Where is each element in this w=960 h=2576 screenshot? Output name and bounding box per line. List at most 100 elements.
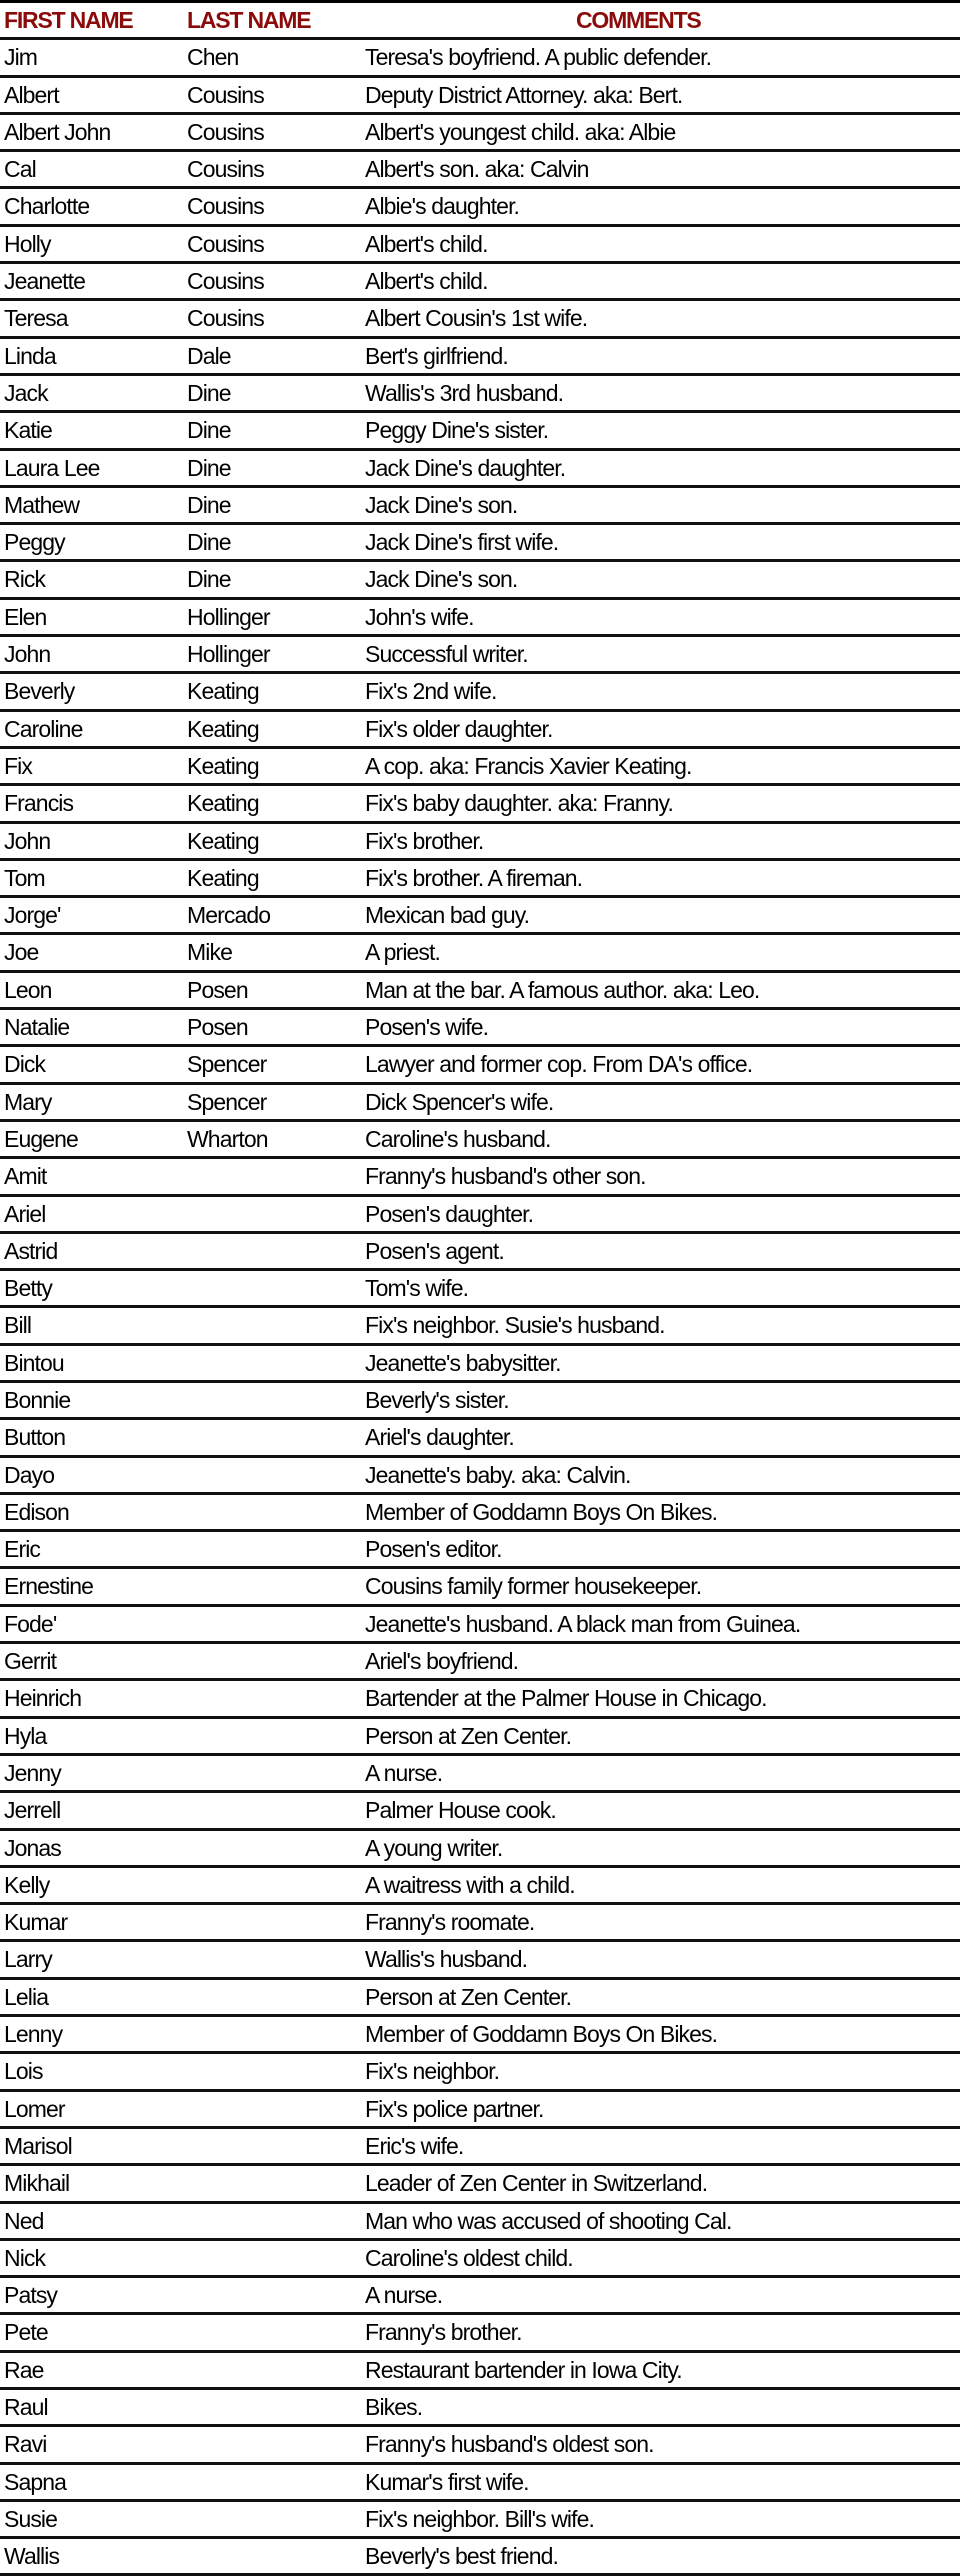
comment-cell: Jeanette's baby. aka: Calvin. [365,1461,631,1488]
table-row: Charlotte Cousins Albie's daughter. [0,189,960,227]
comment-cell: Jack Dine's son. [365,566,518,593]
comment-cell: Person at Zen Center. [365,1983,572,2010]
last-name-cell: Dine [187,529,232,556]
last-name-cell: Dine [187,379,232,406]
first-name-cell: Laura Lee [4,454,100,481]
first-name-cell: Astrid [4,1237,58,1264]
first-name-cell: Patsy [4,2282,58,2309]
comment-cell: Wallis's husband. [365,1946,528,1973]
first-name-cell: Bill [4,1312,32,1339]
first-name-cell: Ravi [4,2431,47,2458]
table-row: Jonas A young writer. [0,1831,960,1868]
first-name-cell: Lois [4,2058,43,2085]
first-name-cell: Nick [4,2244,46,2271]
comment-cell: A nurse. [365,1759,443,1786]
first-name-cell: Edison [4,1498,70,1525]
comment-cell: Jack Dine's first wife. [365,529,559,556]
first-name-cell: Betty [4,1275,53,1302]
comment-cell: Ariel's daughter. [365,1424,515,1451]
first-name-cell: Gerrit [4,1648,57,1675]
first-name-cell: Mikhail [4,2170,70,2197]
last-name-cell: Mike [187,939,233,966]
comment-cell: Jeanette's husband. A black man from Gui… [365,1610,801,1637]
first-name-cell: Button [4,1424,66,1451]
first-name-cell: Elen [4,603,47,630]
last-name-cell: Hollinger [187,603,271,630]
last-name-cell: Cousins [187,118,265,145]
last-name-cell: Cousins [187,156,265,183]
table-row: Betty Tom's wife. [0,1271,960,1309]
first-name-cell: Lelia [4,1983,49,2010]
table-row: John Keating Fix's brother. [0,824,960,861]
last-name-cell: Keating [187,790,260,817]
comment-cell: Albert Cousin's 1st wife. [365,305,588,332]
table-row: Fix Keating A cop. aka: Francis Xavier Kea… [0,749,960,787]
comment-cell: Fix's older daughter. [365,715,553,742]
last-name-cell: Chen [187,44,239,71]
comment-cell: Caroline's oldest child. [365,2244,574,2271]
first-name-cell: Kelly [4,1871,50,1898]
first-name-cell: Holly [4,230,52,257]
header-first-name: FIRST NAME [4,7,134,33]
table-row: Holly Cousins Albert's child. [0,227,960,265]
table-row: Dick Spencer Lawyer and former cop. From D… [0,1047,960,1085]
comment-cell: Fix's neighbor. Bill's wife. [365,2505,595,2532]
comment-cell: Posen's editor. [365,1536,503,1563]
table-row: Mary Spencer Dick Spencer's wife. [0,1085,960,1122]
comment-cell: Fix's neighbor. Susie's husband. [365,1312,666,1339]
header-comments: COMMENTS [576,7,702,33]
comment-cell: Man who was accused of shooting Cal. [365,2207,732,2234]
comment-cell: Restaurant bartender in Iowa City. [365,2356,683,2383]
comment-cell: Posen's wife. [365,1014,489,1041]
first-name-cell: Caroline [4,715,83,742]
last-name-cell: Keating [187,752,260,779]
table-row: Button Ariel's daughter. [0,1420,960,1458]
last-name-cell: Spencer [187,1088,267,1115]
comment-cell: Fix's neighbor. [365,2058,500,2085]
first-name-cell: Dayo [4,1461,55,1488]
first-name-cell: Ernestine [4,1573,94,1600]
table-row: Jim Chen Teresa's boyfriend. A public defe… [0,40,960,78]
last-name-cell: Dine [187,491,232,518]
comment-cell: John's wife. [365,603,475,630]
table-row: Fode' Jeanette's husband. A black man fro… [0,1607,960,1645]
last-name-cell: Cousins [187,230,265,257]
first-name-cell: Joe [4,939,39,966]
comment-cell: Albert's child. [365,268,488,295]
table-row: Beverly Keating Fix's 2nd wife. [0,674,960,712]
comment-cell: Man at the bar. A famous author. aka: Le… [365,976,760,1003]
table-row: Bintou Jeanette's babysitter. [0,1346,960,1383]
last-name-cell: Cousins [187,193,265,220]
table-row: Natalie Posen Posen's wife. [0,1010,960,1048]
table-row: Francis Keating Fix's baby daughter. aka: … [0,786,960,824]
comment-cell: Jeanette's babysitter. [365,1349,561,1376]
first-name-cell: Cal [4,156,37,183]
first-name-cell: Eric [4,1536,41,1563]
table-row: Albert John Cousins Albert's youngest chil… [0,115,960,153]
table-row: Caroline Keating Fix's older daughter. [0,712,960,749]
first-name-cell: Jenny [4,1759,62,1786]
table-row: Lenny Member of Goddamn Boys On Bikes. [0,2017,960,2055]
table-row: Jack Dine Wallis's 3rd husband. [0,376,960,414]
comment-cell: Albert's child. [365,230,488,257]
first-name-cell: Hyla [4,1722,47,1749]
comment-cell: Ariel's boyfriend. [365,1648,519,1675]
table-row: Amit Franny's husband's other son. [0,1159,960,1197]
first-name-cell: Natalie [4,1014,70,1041]
table-row: Heinrich Bartender at the Palmer House in… [0,1681,960,1719]
table-row: Lomer Fix's police partner. [0,2092,960,2129]
table-row: Joe Mike A priest. [0,935,960,973]
table-row: Eugene Wharton Caroline's husband. [0,1122,960,1160]
comment-cell: Eric's wife. [365,2132,464,2159]
table-row: Rae Restaurant bartender in Iowa City. [0,2353,960,2390]
comment-cell: A young writer. [365,1834,503,1861]
table-row: Gerrit Ariel's boyfriend. [0,1644,960,1682]
last-name-cell: Posen [187,1014,249,1041]
first-name-cell: Lomer [4,2095,66,2122]
first-name-cell: Heinrich [4,1685,82,1712]
table-row: Susie Fix's neighbor. Bill's wife. [0,2502,960,2540]
first-name-cell: John [4,641,51,668]
first-name-cell: Leon [4,976,52,1003]
comment-cell: Peggy Dine's sister. [365,417,549,444]
comment-cell: Leader of Zen Center in Switzerland. [365,2170,708,2197]
